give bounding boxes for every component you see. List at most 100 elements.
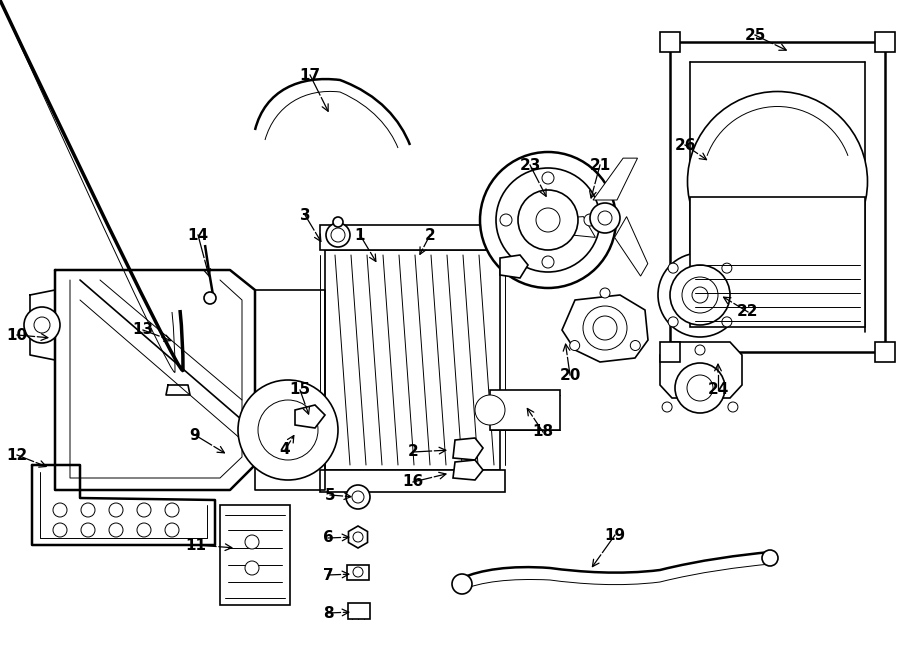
Circle shape xyxy=(258,400,318,460)
Circle shape xyxy=(165,503,179,517)
Polygon shape xyxy=(562,295,648,362)
Circle shape xyxy=(81,503,95,517)
Circle shape xyxy=(53,503,67,517)
Bar xyxy=(348,603,370,619)
Polygon shape xyxy=(453,438,483,460)
Circle shape xyxy=(687,375,713,401)
Bar xyxy=(875,32,895,52)
Bar xyxy=(320,225,505,250)
Circle shape xyxy=(238,380,338,480)
Text: 7: 7 xyxy=(323,568,333,582)
Text: 14: 14 xyxy=(187,227,209,243)
Circle shape xyxy=(333,217,343,227)
Circle shape xyxy=(668,317,678,327)
Circle shape xyxy=(53,523,67,537)
Text: 25: 25 xyxy=(744,28,766,42)
Text: 10: 10 xyxy=(6,327,28,342)
Bar xyxy=(220,505,290,605)
Bar xyxy=(660,32,680,52)
Polygon shape xyxy=(500,255,528,278)
Text: 24: 24 xyxy=(707,383,729,397)
Polygon shape xyxy=(660,342,742,398)
Text: 17: 17 xyxy=(300,67,320,83)
Circle shape xyxy=(137,503,151,517)
Text: 23: 23 xyxy=(519,157,541,173)
Bar xyxy=(325,250,500,470)
Circle shape xyxy=(590,203,620,233)
Circle shape xyxy=(34,317,50,333)
Circle shape xyxy=(480,152,616,288)
Bar xyxy=(490,390,560,430)
Circle shape xyxy=(109,523,123,537)
Text: 8: 8 xyxy=(323,605,333,621)
Circle shape xyxy=(584,214,596,226)
Circle shape xyxy=(542,256,554,268)
Circle shape xyxy=(630,340,640,350)
Bar xyxy=(690,197,865,327)
Circle shape xyxy=(692,287,708,303)
Text: 22: 22 xyxy=(737,305,759,319)
Circle shape xyxy=(452,574,472,594)
Circle shape xyxy=(353,567,363,577)
Circle shape xyxy=(658,253,742,337)
Circle shape xyxy=(536,208,560,232)
Circle shape xyxy=(346,485,370,509)
Circle shape xyxy=(670,265,730,325)
Circle shape xyxy=(518,190,578,250)
Circle shape xyxy=(598,211,612,225)
Circle shape xyxy=(600,288,610,298)
Circle shape xyxy=(24,307,60,343)
Text: 2: 2 xyxy=(425,227,436,243)
Text: 3: 3 xyxy=(300,208,310,223)
Bar xyxy=(347,565,369,580)
Circle shape xyxy=(109,503,123,517)
Circle shape xyxy=(165,523,179,537)
Bar xyxy=(875,342,895,362)
Bar xyxy=(660,342,680,362)
Circle shape xyxy=(500,214,512,226)
Text: 20: 20 xyxy=(559,368,580,383)
Text: 19: 19 xyxy=(605,527,626,543)
Text: 16: 16 xyxy=(402,475,424,490)
Circle shape xyxy=(137,523,151,537)
Circle shape xyxy=(695,345,705,355)
Bar xyxy=(320,470,505,492)
Circle shape xyxy=(762,550,778,566)
Circle shape xyxy=(475,395,505,425)
Text: 2: 2 xyxy=(408,444,418,459)
Bar xyxy=(670,42,885,352)
Circle shape xyxy=(245,561,259,575)
Circle shape xyxy=(662,402,672,412)
Circle shape xyxy=(583,306,627,350)
Circle shape xyxy=(688,91,868,272)
Text: 12: 12 xyxy=(6,447,28,463)
Circle shape xyxy=(326,223,350,247)
Circle shape xyxy=(81,523,95,537)
Circle shape xyxy=(542,172,554,184)
Polygon shape xyxy=(453,460,483,480)
Text: 13: 13 xyxy=(132,323,154,338)
Polygon shape xyxy=(537,217,596,237)
Text: 11: 11 xyxy=(185,537,206,553)
Circle shape xyxy=(331,228,345,242)
Circle shape xyxy=(722,263,732,273)
Text: 21: 21 xyxy=(590,157,610,173)
Circle shape xyxy=(204,292,216,304)
Circle shape xyxy=(352,491,364,503)
Text: 26: 26 xyxy=(674,137,696,153)
Polygon shape xyxy=(593,158,637,200)
Polygon shape xyxy=(295,405,325,428)
Circle shape xyxy=(722,317,732,327)
Circle shape xyxy=(245,535,259,549)
Circle shape xyxy=(353,532,363,542)
Text: 4: 4 xyxy=(280,442,291,457)
Circle shape xyxy=(675,363,725,413)
Circle shape xyxy=(728,402,738,412)
Text: 9: 9 xyxy=(190,428,201,442)
Polygon shape xyxy=(615,217,648,276)
Text: 15: 15 xyxy=(290,383,310,397)
Circle shape xyxy=(682,277,718,313)
Text: 1: 1 xyxy=(355,227,365,243)
Text: 6: 6 xyxy=(322,531,333,545)
Circle shape xyxy=(668,263,678,273)
